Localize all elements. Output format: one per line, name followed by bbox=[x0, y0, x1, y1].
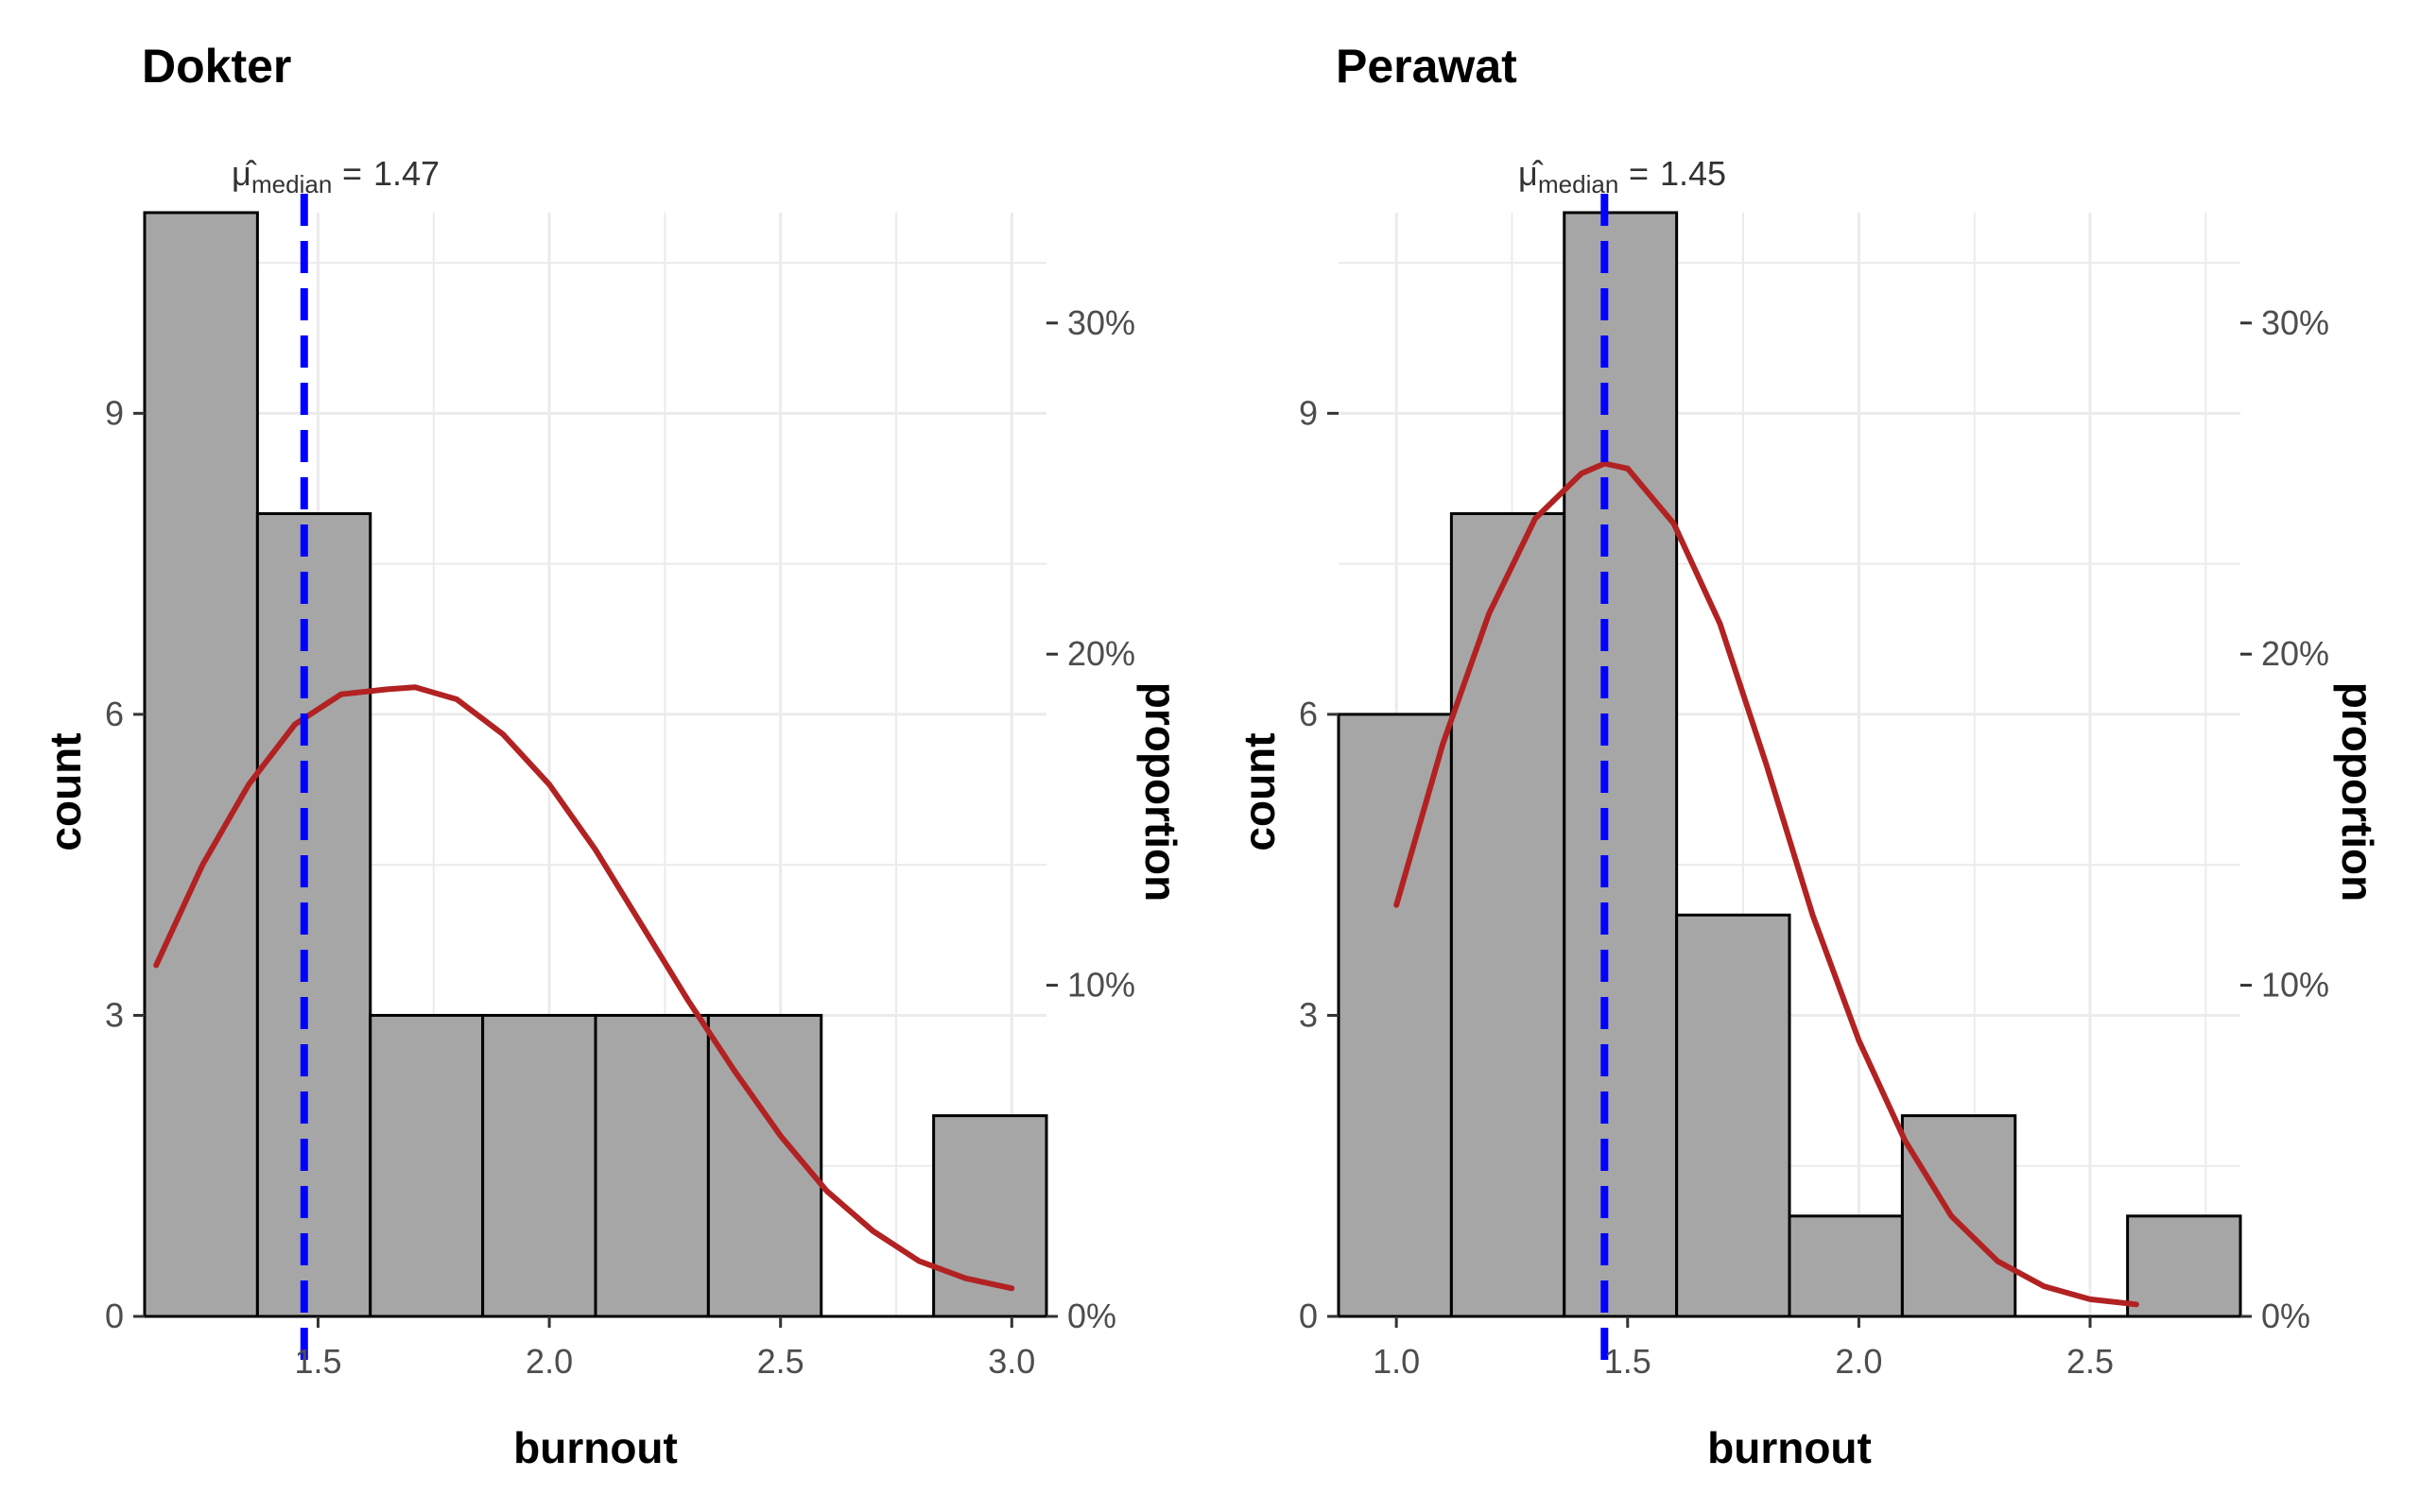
median-equals: = bbox=[342, 154, 362, 193]
y-axis-title: count bbox=[41, 732, 90, 850]
histogram-bar bbox=[1337, 713, 1453, 1318]
x-tick-label: 2.0 bbox=[1835, 1342, 1882, 1381]
secondary-tick-label: 10% bbox=[1067, 966, 1135, 1005]
median-equals: = bbox=[1629, 154, 1649, 193]
y-tick-label: 9 bbox=[1299, 393, 1318, 432]
secondary-tick-label: 0% bbox=[1067, 1297, 1116, 1335]
median-value: 1.47 bbox=[373, 154, 440, 193]
histogram-bar bbox=[1449, 512, 1566, 1318]
panel-dokter: Dokter count proportion burnout μ̂ media… bbox=[41, 40, 1185, 1472]
x-tick-label: 1.0 bbox=[1373, 1342, 1420, 1381]
secondary-tick-label: 20% bbox=[2261, 634, 2329, 673]
histogram-bar bbox=[1900, 1114, 2017, 1318]
histogram-bar bbox=[369, 1013, 485, 1318]
panel-title: Dokter bbox=[142, 40, 291, 93]
y-tick-label: 3 bbox=[105, 995, 124, 1034]
panel-title: Perawat bbox=[1336, 40, 1517, 93]
y-tick-label: 9 bbox=[105, 393, 124, 432]
y-tick-label: 6 bbox=[1299, 695, 1318, 733]
secondary-tick-label: 30% bbox=[1067, 303, 1135, 342]
histogram-bar bbox=[143, 211, 259, 1318]
x-tick-label: 2.5 bbox=[757, 1342, 804, 1381]
x-tick-label: 3.0 bbox=[988, 1342, 1035, 1381]
histogram-bar bbox=[932, 1114, 1048, 1318]
histogram-bar bbox=[481, 1013, 597, 1318]
median-subscript: median bbox=[251, 170, 332, 198]
histogram-bar bbox=[1675, 913, 1791, 1318]
histogram-bar bbox=[1788, 1214, 1904, 1318]
y-tick-label: 0 bbox=[1299, 1297, 1318, 1335]
plot-area: 0 3 6 9 1.5 2.0 2.5 3.0 0% 10% 20% 30% bbox=[105, 194, 1135, 1381]
secondary-tick-label: 30% bbox=[2261, 303, 2329, 342]
y-axis-title: count bbox=[1235, 732, 1284, 850]
x-tick-label: 1.5 bbox=[1604, 1342, 1651, 1381]
x-axis-title: burnout bbox=[1707, 1423, 1872, 1472]
y-tick-label: 6 bbox=[105, 695, 124, 733]
y-tick-label: 3 bbox=[1299, 995, 1318, 1034]
histogram-bar bbox=[1563, 211, 1679, 1318]
panel-perawat: Perawat count proportion burnout μ̂ medi… bbox=[1235, 40, 2382, 1472]
secondary-axis-title: proportion bbox=[1136, 682, 1185, 902]
secondary-tick-label: 10% bbox=[2261, 966, 2329, 1005]
density-curve bbox=[1393, 460, 2139, 1308]
secondary-axis-title: proportion bbox=[2333, 682, 2382, 902]
x-tick-label: 2.5 bbox=[2066, 1342, 2114, 1381]
x-tick-label: 1.5 bbox=[294, 1342, 341, 1381]
median-annotation: μ̂ median = 1.47 bbox=[232, 154, 440, 198]
secondary-tick-label: 0% bbox=[2261, 1297, 2310, 1335]
median-value: 1.45 bbox=[1660, 154, 1726, 193]
x-tick-label: 2.0 bbox=[526, 1342, 573, 1381]
secondary-tick-label: 20% bbox=[1067, 634, 1135, 673]
histogram-bar bbox=[594, 1013, 710, 1318]
histogram-bar bbox=[2126, 1214, 2242, 1318]
plot-area: 0 3 6 9 1.0 1.5 2.0 2.5 0% 10% 20% 30% bbox=[1299, 194, 2329, 1381]
histogram-bar bbox=[255, 512, 372, 1318]
y-tick-label: 0 bbox=[105, 1297, 124, 1335]
x-axis-title: burnout bbox=[513, 1423, 678, 1472]
